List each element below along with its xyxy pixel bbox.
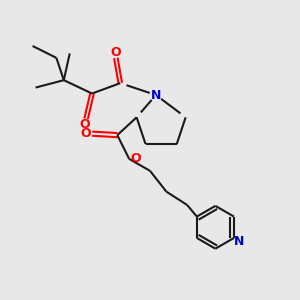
Text: N: N — [234, 235, 244, 248]
Text: N: N — [151, 88, 161, 101]
Text: O: O — [110, 46, 121, 59]
Text: O: O — [80, 127, 91, 140]
Text: O: O — [79, 118, 90, 131]
Text: O: O — [130, 152, 141, 165]
